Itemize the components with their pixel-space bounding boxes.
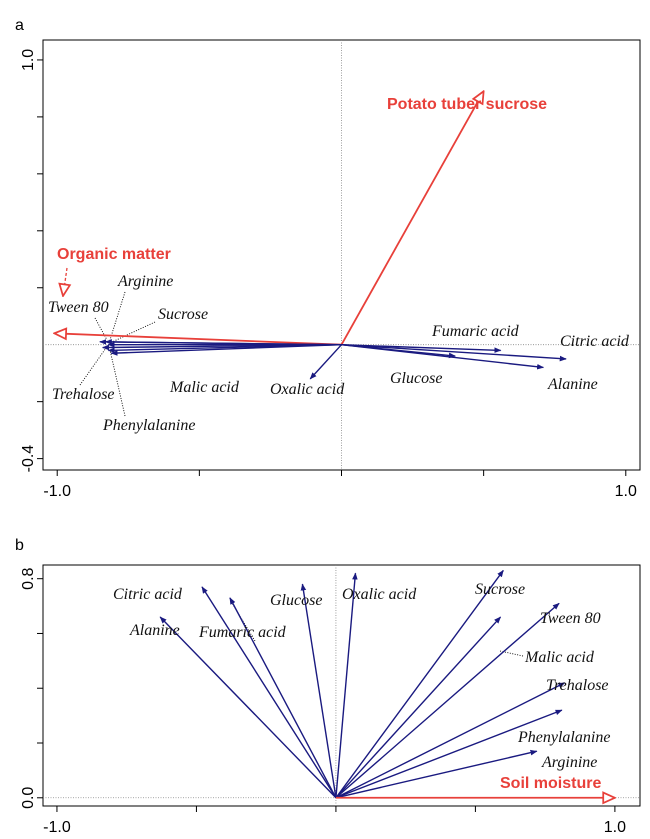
leader-line <box>111 321 156 343</box>
substrate-label: Alanine <box>129 622 180 639</box>
substrate-label: Malic acid <box>169 379 240 396</box>
substrate-label: Phenylalanine <box>517 729 610 746</box>
leader-line <box>79 347 107 386</box>
vector <box>300 583 337 798</box>
x-tick-label: 1.0 <box>604 819 626 836</box>
substrate-label: Trehalose <box>546 677 609 694</box>
vector <box>159 616 337 799</box>
y-tick-label: 1.0 <box>20 49 37 71</box>
x-tick-label: 1.0 <box>615 483 637 500</box>
leader-line <box>109 349 126 417</box>
plot-frame <box>42 564 641 807</box>
substrate-label: Glucose <box>390 370 442 387</box>
y-tick-label: -0.4 <box>20 445 37 473</box>
vector <box>335 572 358 798</box>
substrate-label: Alanine <box>547 376 598 393</box>
vector <box>341 344 567 362</box>
environment-label: Organic matter <box>57 246 171 263</box>
vector <box>335 682 566 799</box>
substrate-label: Sucrose <box>475 581 525 598</box>
vector <box>309 344 343 380</box>
environment-label: Potato tuber sucrose <box>387 96 547 113</box>
substrate-label: Fumaric acid <box>198 624 287 641</box>
vector <box>340 91 484 346</box>
leader-line <box>94 317 108 341</box>
substrate-label: Fumaric acid <box>431 323 520 340</box>
vector <box>110 344 342 356</box>
vector <box>229 597 337 799</box>
x-tick-label: -1.0 <box>43 819 71 836</box>
substrate-label: Tween 80 <box>48 299 109 316</box>
vector <box>341 344 502 353</box>
substrate-label: Citric acid <box>560 333 630 350</box>
substrate-label: Arginine <box>541 754 597 771</box>
substrate-label: Arginine <box>117 273 173 290</box>
substrate-label: Oxalic acid <box>342 586 417 603</box>
vector <box>54 333 342 346</box>
vector <box>335 616 502 799</box>
panel-label: a <box>15 17 24 34</box>
vector <box>335 569 504 799</box>
substrate-label: Glucose <box>270 592 322 609</box>
dashed-pointer <box>63 267 67 296</box>
panel-label: b <box>15 537 24 554</box>
substrate-label: Trehalose <box>52 386 115 403</box>
vector <box>335 709 563 799</box>
vector <box>335 749 538 799</box>
vector <box>335 602 560 799</box>
substrate-label: Sucrose <box>158 306 208 323</box>
substrate-label: Citric acid <box>113 586 183 603</box>
substrate-label: Oxalic acid <box>270 381 345 398</box>
substrate-label: Tween 80 <box>540 610 601 627</box>
environment-label: Soil moisture <box>500 775 601 792</box>
x-tick-label: -1.0 <box>43 483 71 500</box>
y-tick-label: 0.8 <box>20 567 37 589</box>
substrate-label: Phenylalanine <box>102 417 195 434</box>
substrate-label: Malic acid <box>524 649 595 666</box>
vector <box>341 344 545 370</box>
leader-line <box>109 291 126 341</box>
vector <box>201 586 337 799</box>
y-tick-label: 0.0 <box>20 787 37 809</box>
